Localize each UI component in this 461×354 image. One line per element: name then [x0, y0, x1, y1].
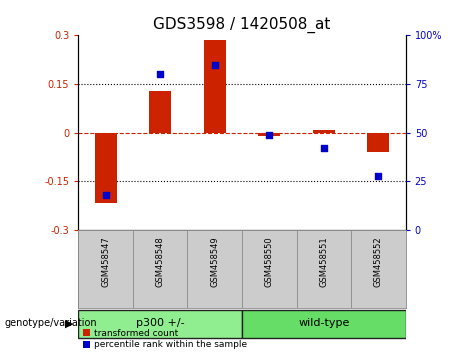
Point — [320, 145, 327, 151]
Text: GSM458549: GSM458549 — [210, 236, 219, 287]
Bar — [367, 133, 389, 152]
Point — [211, 62, 219, 67]
Bar — [204, 40, 226, 133]
Point — [102, 192, 109, 198]
Text: GSM458550: GSM458550 — [265, 236, 274, 287]
Text: ▶: ▶ — [65, 318, 73, 328]
Point — [266, 132, 273, 138]
Point — [157, 72, 164, 77]
Bar — [95, 133, 117, 202]
Legend: transformed count, percentile rank within the sample: transformed count, percentile rank withi… — [83, 329, 247, 349]
FancyBboxPatch shape — [78, 309, 242, 338]
Text: genotype/variation: genotype/variation — [5, 318, 97, 328]
Title: GDS3598 / 1420508_at: GDS3598 / 1420508_at — [154, 16, 331, 33]
Bar — [258, 133, 280, 136]
Text: GSM458552: GSM458552 — [374, 236, 383, 287]
Text: p300 +/-: p300 +/- — [136, 318, 184, 328]
Text: GSM458548: GSM458548 — [156, 236, 165, 287]
Bar — [149, 91, 171, 133]
Bar — [313, 130, 335, 133]
FancyBboxPatch shape — [242, 309, 406, 338]
Text: GSM458547: GSM458547 — [101, 236, 110, 287]
Text: wild-type: wild-type — [298, 318, 349, 328]
Point — [375, 173, 382, 178]
Text: GSM458551: GSM458551 — [319, 236, 328, 287]
